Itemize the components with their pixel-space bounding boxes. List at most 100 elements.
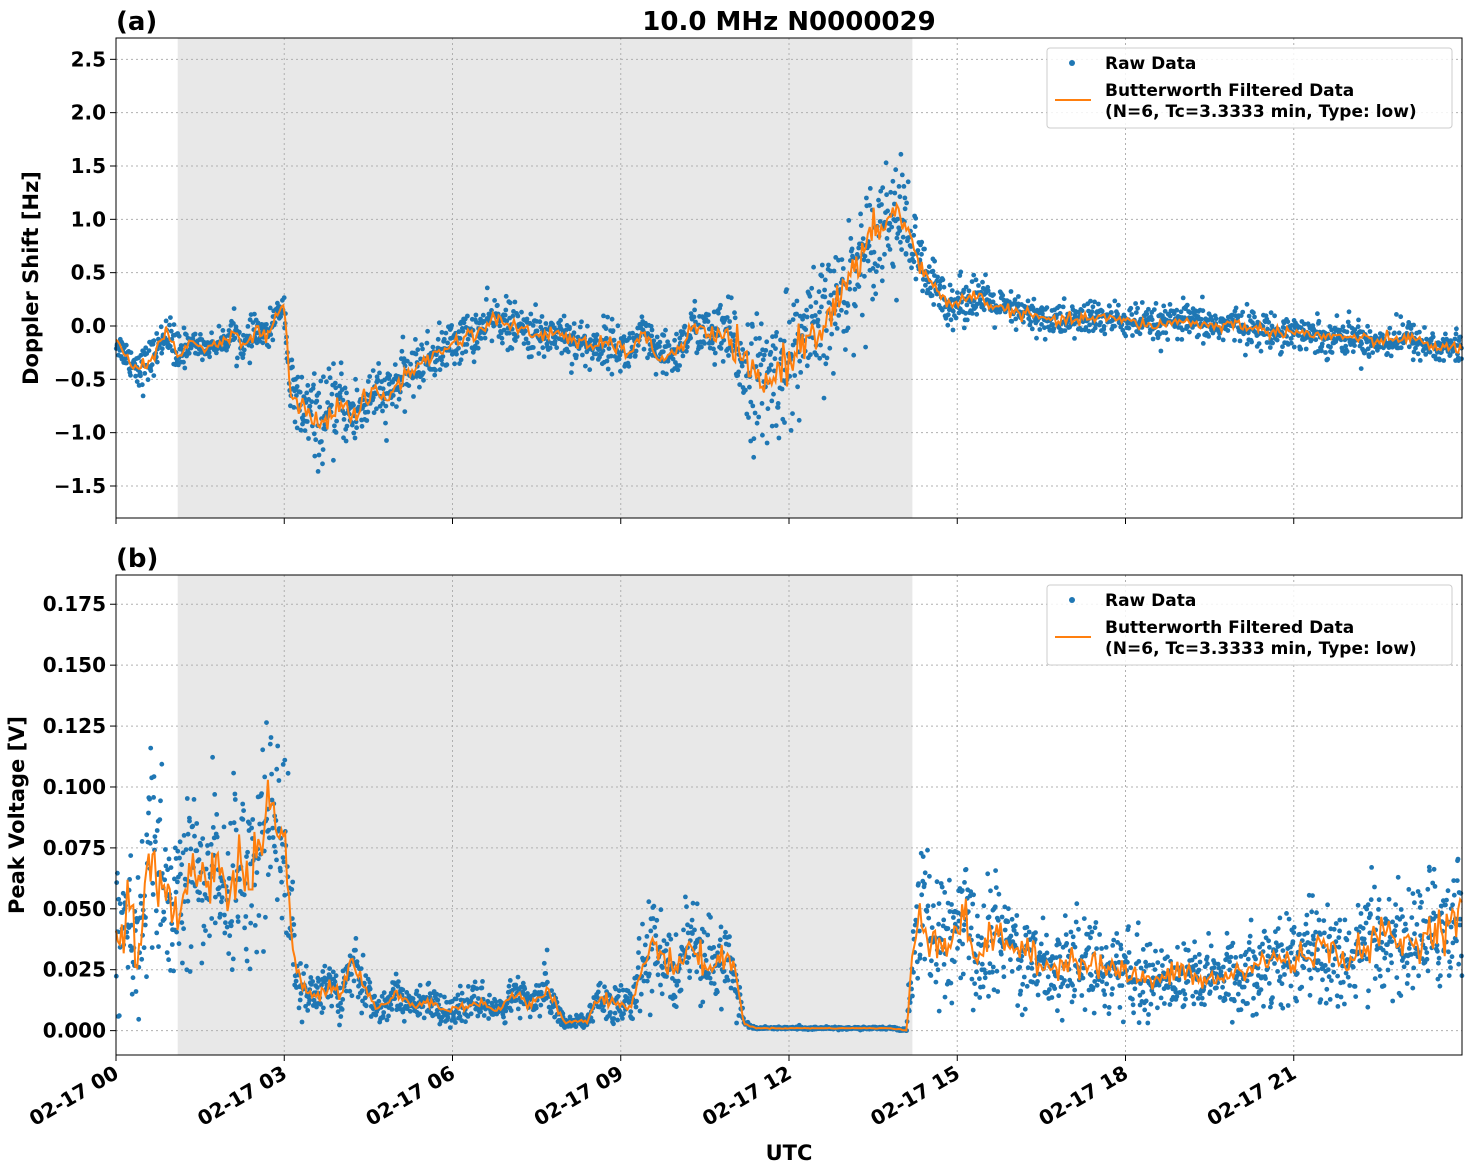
raw-data-point [1136, 1020, 1142, 1026]
raw-data-point [235, 919, 241, 924]
raw-data-point [169, 942, 175, 947]
raw-data-point [993, 885, 999, 890]
raw-data-point [922, 881, 927, 887]
raw-data-point [951, 915, 956, 920]
raw-data-point [331, 457, 336, 463]
raw-data-point [136, 1016, 142, 1022]
raw-data-point [728, 295, 734, 301]
raw-data-point [929, 958, 934, 964]
raw-data-point [339, 371, 344, 377]
raw-data-point [241, 892, 247, 898]
raw-data-point [1015, 1003, 1021, 1008]
raw-data-point [749, 341, 754, 346]
raw-data-point [226, 951, 232, 956]
raw-data-point [1232, 998, 1237, 1004]
raw-data-point [884, 192, 889, 198]
raw-data-point [583, 363, 588, 369]
raw-data-point [1104, 981, 1110, 987]
y-tick-label: 2.0 [71, 101, 106, 125]
raw-data-point [977, 297, 983, 303]
raw-data-point [1094, 982, 1100, 988]
raw-data-point [144, 974, 149, 980]
raw-data-point [168, 315, 173, 320]
raw-data-point [900, 234, 906, 240]
raw-data-point [1056, 993, 1062, 999]
raw-data-point [413, 337, 418, 342]
raw-data-point [1191, 1001, 1197, 1007]
raw-data-point [463, 349, 469, 354]
raw-data-point [672, 337, 677, 343]
raw-data-point [1092, 325, 1098, 331]
raw-data-point [1270, 995, 1275, 1000]
raw-data-point [343, 438, 349, 444]
raw-data-point [1454, 326, 1459, 332]
raw-data-point [1272, 313, 1277, 319]
raw-data-point [768, 362, 774, 368]
raw-data-point [642, 942, 648, 948]
raw-data-point [414, 374, 419, 379]
raw-data-point [430, 344, 436, 350]
raw-data-point [332, 423, 337, 429]
raw-data-point [816, 289, 822, 295]
raw-data-point [1291, 344, 1297, 350]
raw-data-point [775, 405, 781, 410]
raw-data-point [1112, 298, 1118, 304]
raw-data-point [341, 435, 346, 441]
raw-data-point [867, 202, 873, 208]
raw-data-point [753, 336, 759, 342]
raw-data-point [818, 342, 823, 348]
raw-data-point [1220, 337, 1226, 343]
raw-data-point [747, 384, 752, 390]
raw-data-point [1279, 942, 1284, 948]
raw-data-point [866, 243, 872, 249]
raw-data-point [254, 870, 260, 875]
raw-data-point [1069, 999, 1075, 1005]
raw-data-point [214, 350, 219, 356]
raw-data-point [512, 299, 518, 305]
raw-data-point [895, 216, 901, 222]
raw-data-point [609, 316, 615, 322]
raw-data-point [1118, 946, 1124, 952]
raw-data-point [1279, 349, 1284, 355]
raw-data-point [1091, 1010, 1097, 1016]
raw-data-point [1159, 948, 1164, 953]
raw-data-point [720, 359, 726, 364]
raw-data-point [280, 762, 286, 767]
raw-data-point [474, 340, 480, 345]
raw-data-point [963, 310, 968, 316]
raw-data-point [1107, 303, 1112, 309]
raw-data-point [804, 314, 810, 320]
raw-data-point [543, 971, 549, 976]
raw-data-point [985, 288, 991, 294]
raw-data-point [739, 360, 745, 365]
raw-data-point [359, 1010, 365, 1016]
raw-data-point [142, 922, 148, 928]
raw-data-point [843, 310, 849, 315]
raw-data-point [618, 983, 624, 988]
raw-data-point [538, 1002, 544, 1008]
raw-data-point [926, 915, 932, 921]
raw-data-point [1101, 324, 1107, 329]
raw-data-point [633, 1004, 639, 1010]
raw-data-point [1044, 950, 1050, 956]
raw-data-point [207, 354, 213, 360]
raw-data-point [221, 824, 227, 830]
raw-data-point [1174, 307, 1180, 313]
raw-data-point [626, 1000, 632, 1005]
raw-data-point [969, 976, 975, 982]
raw-data-point [1193, 989, 1199, 995]
raw-data-point [765, 406, 771, 412]
raw-data-point [1192, 939, 1197, 945]
raw-data-point [778, 337, 783, 343]
raw-data-point [716, 310, 721, 316]
raw-data-point [245, 324, 251, 329]
raw-data-point [210, 825, 216, 830]
raw-data-point [162, 916, 167, 922]
raw-data-point [843, 347, 848, 352]
raw-data-point [351, 402, 356, 408]
raw-data-point [208, 842, 214, 847]
raw-data-point [1126, 325, 1132, 331]
raw-data-point [402, 409, 408, 414]
raw-data-point [678, 987, 684, 993]
raw-data-point [963, 284, 969, 290]
